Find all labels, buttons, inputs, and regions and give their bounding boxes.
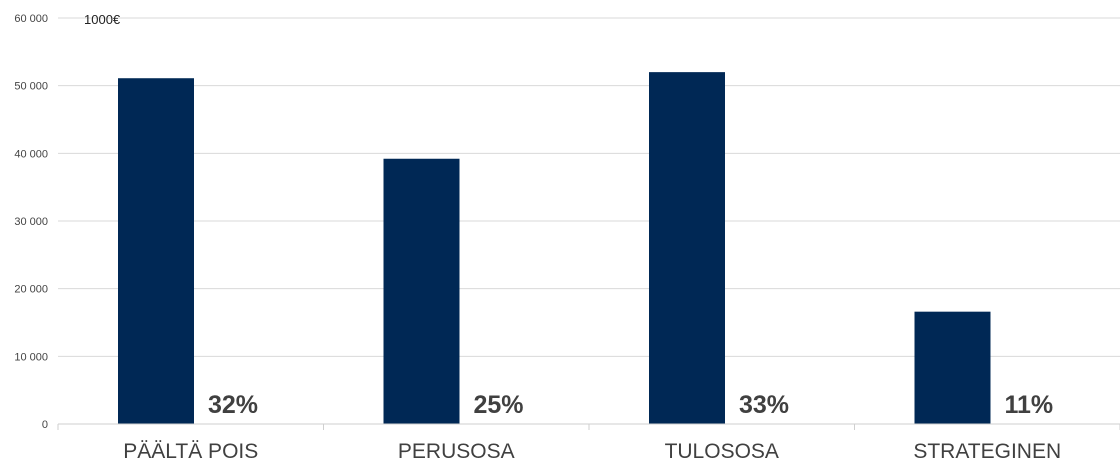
category-label: STRATEGINEN: [913, 440, 1061, 463]
x-axis: [57, 423, 1120, 430]
percent-label: 25%: [474, 391, 524, 419]
category-labels: PÄÄLTÄ POIS PERUSOSA TULOSOSA STRATEGINEN: [123, 440, 1061, 463]
unit-label: 1000€: [84, 12, 121, 27]
y-tick-label: 0: [42, 419, 48, 431]
percent-labels: 32% 25% 33% 11%: [208, 391, 1053, 419]
bar: [383, 158, 460, 424]
y-axis-ticks: 0 10 000 20 000 30 000 40 000 50 000 60 000: [14, 13, 48, 431]
y-tick-label: 60 000: [14, 13, 48, 25]
category-label: PERUSOSA: [398, 440, 515, 463]
percent-label: 11%: [1005, 391, 1054, 419]
y-tick-label: 20 000: [14, 284, 48, 296]
bar: [649, 72, 725, 424]
bars: [118, 72, 991, 425]
category-label: PÄÄLTÄ POIS: [123, 440, 258, 463]
y-tick-label: 30 000: [14, 216, 48, 228]
bar: [118, 78, 194, 425]
y-tick-label: 40 000: [14, 148, 48, 160]
percent-label: 32%: [208, 391, 258, 419]
category-label: TULOSOSA: [665, 440, 779, 463]
percent-label: 33%: [739, 391, 789, 419]
bar: [914, 311, 991, 424]
y-tick-label: 50 000: [14, 81, 48, 93]
gridlines: [58, 17, 1120, 357]
y-tick-label: 10 000: [14, 351, 48, 363]
